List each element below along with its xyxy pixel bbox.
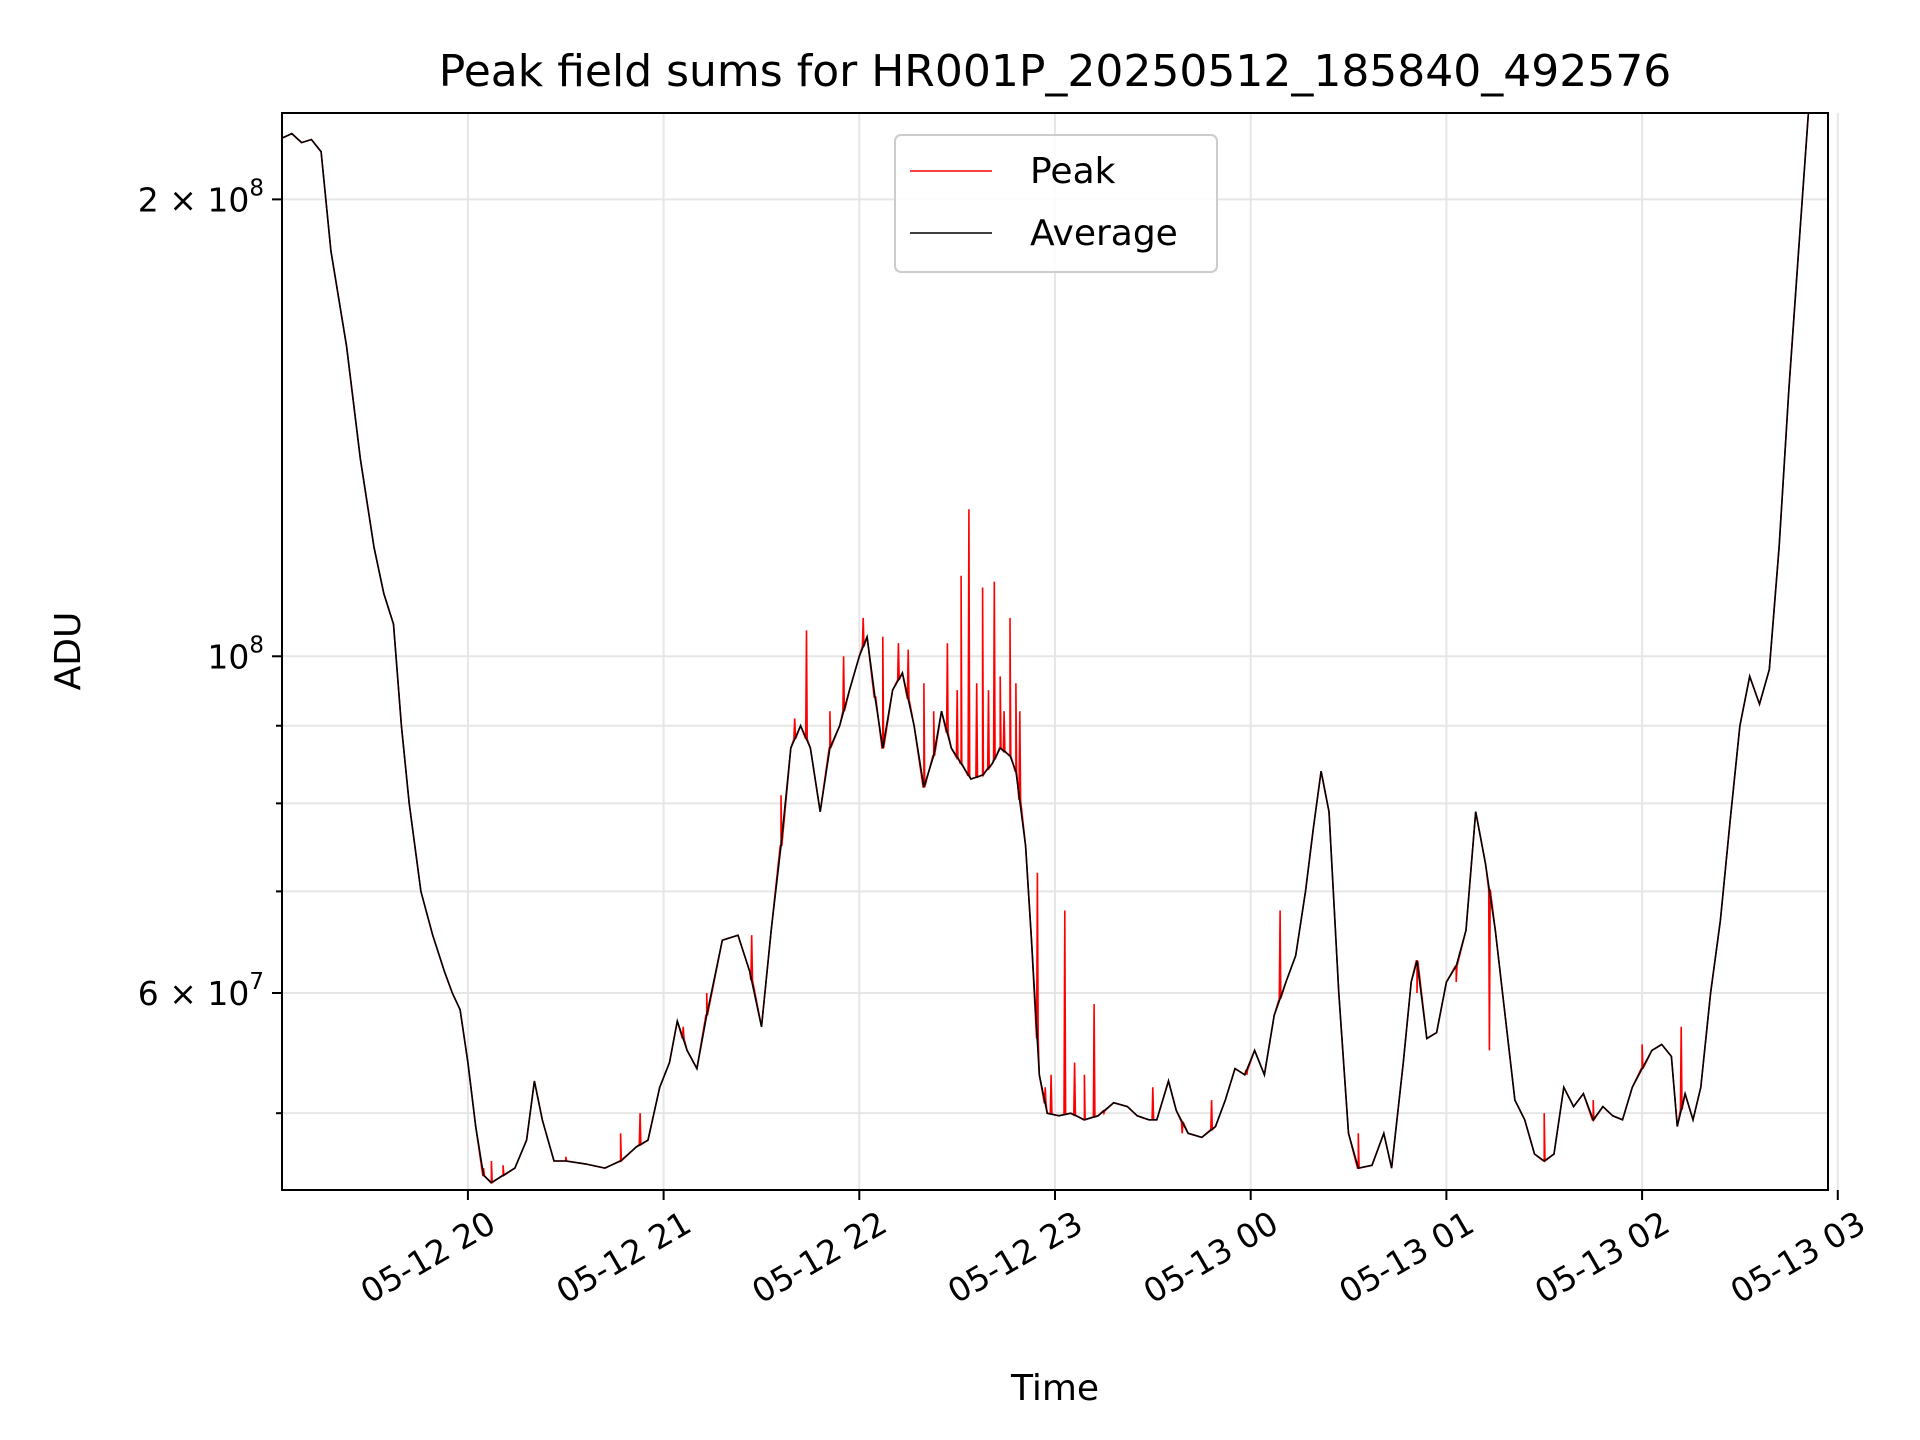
y-axis-label: ADU	[48, 612, 89, 691]
x-tick-label: 05-13 03	[1724, 1203, 1872, 1311]
x-tick-label: 05-13 02	[1528, 1203, 1676, 1311]
x-tick-label: 05-12 21	[550, 1203, 698, 1311]
x-tick-label: 05-13 01	[1332, 1203, 1480, 1311]
chart-title: Peak field sums for HR001P_20250512_1858…	[439, 46, 1672, 97]
x-axis-label: Time	[1010, 1368, 1099, 1409]
y-tick-exponent: 8	[249, 175, 264, 201]
x-tick-label: 05-12 23	[941, 1203, 1089, 1311]
series-line-average	[282, 113, 1810, 1184]
legend-label-peak: Peak	[1030, 151, 1116, 192]
y-tick-base: 6 × 10	[138, 974, 250, 1013]
series-layer	[282, 113, 1810, 1185]
y-tick-label: 108	[207, 632, 264, 676]
x-tick-label: 05-12 20	[354, 1203, 502, 1311]
y-tick-base: 10	[207, 637, 249, 676]
legend-box	[894, 134, 1218, 273]
legend: Peak Average	[894, 134, 1218, 273]
y-tick-exponent: 7	[249, 969, 264, 995]
y-tick-base: 2 × 10	[138, 180, 250, 219]
y-tick-exponent: 8	[249, 632, 264, 658]
x-tick-label: 05-12 22	[745, 1203, 893, 1311]
y-tick-label: 2 × 108	[138, 175, 264, 219]
legend-label-average: Average	[1030, 213, 1178, 254]
x-axis: 05-12 20 05-12 21 05-12 22 05-12 23 05-13 00…	[354, 1190, 1872, 1311]
grid	[282, 113, 1839, 1190]
series-line-peak	[282, 113, 1810, 1185]
x-tick-label: 05-13 00	[1137, 1203, 1285, 1311]
y-tick-label: 6 × 107	[138, 969, 264, 1013]
